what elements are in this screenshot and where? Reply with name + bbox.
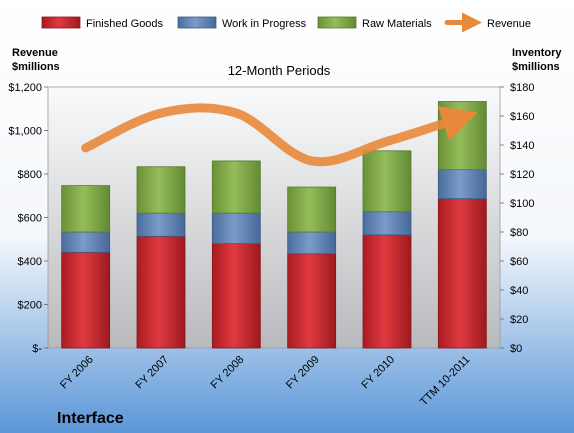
bar-finished-goods [136,235,186,349]
left-tick-label: $1,000 [8,126,42,138]
left-axis-title: Revenue $millions [12,47,60,73]
legend-label: Raw Materials [362,18,432,30]
legend-label: Finished Goods [86,18,164,30]
bar-raw-materials [287,186,337,233]
left-axis-title-line: Revenue [12,47,58,59]
legend-label: Work in Progress [222,18,307,30]
bar-raw-materials [437,101,487,171]
bar-work-in-progress [437,169,487,200]
revenue-line [81,103,478,167]
bars [61,101,487,349]
bar-finished-goods [61,251,111,349]
bar-work-in-progress [61,231,111,253]
right-tick-label: $100 [510,198,534,210]
right-tick-label: $120 [510,169,534,181]
right-tick-label: $60 [510,256,528,268]
company-name: Interface [57,410,124,427]
legend: Finished Goods Work in Progress Raw Materi… [41,12,531,33]
right-tick-label: $140 [510,140,534,152]
right-axis-title: Inventory $millions [512,47,562,73]
bar-work-in-progress [362,211,412,236]
bar-work-in-progress [211,212,261,244]
left-tick-label: $800 [18,169,42,181]
legend-item: Finished Goods [41,16,164,30]
revenue-line-group [81,103,478,167]
legend-item: Raw Materials [317,16,432,30]
left-tick-label: $600 [18,213,42,225]
left-tick-label: $- [32,343,42,355]
left-tick-label: $1,200 [8,82,42,94]
legend-swatch [41,16,81,29]
bar-work-in-progress [287,231,337,255]
bar-finished-goods [211,243,261,349]
right-tick-label: $80 [510,227,528,239]
chart-subtitle: 12-Month Periods [228,63,331,78]
legend-item: Work in Progress [177,16,307,30]
bar-raw-materials [211,160,261,214]
left-axis-ticks: $- $200 $400 $600 $800 $1,000 $1,200 [8,82,48,355]
left-tick-label: $400 [18,256,42,268]
right-tick-label: $20 [510,314,528,326]
bar-finished-goods [437,198,487,349]
bar-raw-materials [136,166,186,214]
right-tick-label: $160 [510,111,534,123]
left-axis-title-line: $millions [12,61,60,73]
right-tick-label: $40 [510,285,528,297]
right-axis-ticks: $0 $20 $40 $60 $80 $100 $120 $140 $160 $180 [500,82,534,355]
right-axis-title-line: $millions [512,61,560,73]
bar-raw-materials [61,185,111,233]
bar-finished-goods [287,253,337,349]
right-tick-label: $0 [510,343,522,355]
right-axis-title-line: Inventory [512,47,562,59]
bar-work-in-progress [136,212,186,237]
right-tick-label: $180 [510,82,534,94]
legend-swatch [177,16,217,29]
bar-finished-goods [362,234,412,349]
legend-item: Revenue [444,12,531,33]
legend-swatch [317,16,357,29]
left-tick-label: $200 [18,300,42,312]
legend-label: Revenue [487,18,531,30]
bar-raw-materials [362,150,412,213]
